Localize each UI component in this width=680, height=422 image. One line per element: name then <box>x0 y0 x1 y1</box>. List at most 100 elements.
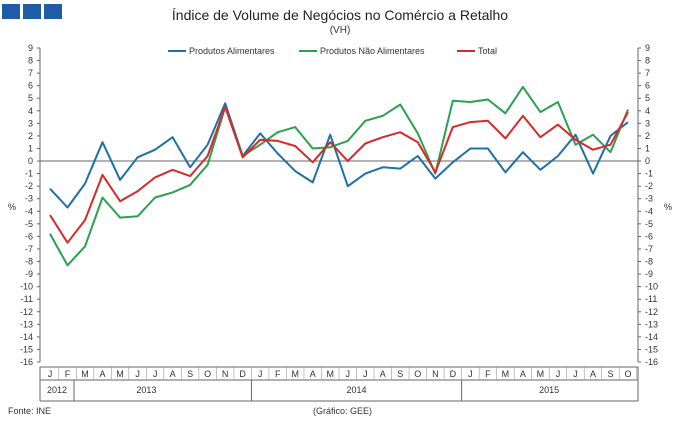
x-tick-label: J <box>468 369 473 379</box>
right-tick-label: -16 <box>645 357 658 367</box>
left-tick-label: -11 <box>21 294 33 304</box>
chart-title: Índice de Volume de Negócios no Comércio… <box>171 7 509 23</box>
x-tick-label: O <box>414 369 421 379</box>
right-tick-label: -3 <box>645 194 653 204</box>
right-tick-label: 9 <box>645 43 650 53</box>
legend-label: Produtos Não Alimentares <box>320 46 425 56</box>
left-tick-label: -14 <box>20 332 33 342</box>
right-tick-label: -12 <box>645 307 658 317</box>
x-tick-label: J <box>363 369 368 379</box>
series-line <box>49 106 629 244</box>
right-tick-label: -10 <box>645 282 658 292</box>
right-tick-label: -11 <box>645 294 657 304</box>
x-tick-label: N <box>222 369 229 379</box>
right-tick-label: 1 <box>645 143 650 153</box>
right-axis-label: % <box>664 202 672 212</box>
right-tick-label: 6 <box>645 81 650 91</box>
left-tick-label: 4 <box>28 106 33 116</box>
axes: 9 9 8 8 7 7 6 6 5 5 4 4 3 3 2 2 1 1 0 0 -1 -1 -2 -2 -3 -3 -4 -4 -5 -5… <box>8 43 672 367</box>
left-tick-label: 2 <box>28 131 33 141</box>
x-tick-label: S <box>607 369 613 379</box>
logo-block-1 <box>2 4 20 19</box>
left-tick-label: -10 <box>20 282 33 292</box>
year-label: 2014 <box>346 385 366 395</box>
x-tick-label: S <box>187 369 193 379</box>
right-tick-label: 0 <box>645 156 650 166</box>
series-line <box>49 85 629 267</box>
x-tick-label: M <box>502 369 510 379</box>
x-tick-label: M <box>116 369 124 379</box>
right-tick-label: 7 <box>645 68 650 78</box>
year-label: 2015 <box>539 385 559 395</box>
x-tick-label: M <box>326 369 334 379</box>
right-tick-label: -5 <box>645 219 653 229</box>
x-tick-label: F <box>275 369 281 379</box>
x-tick-label: S <box>397 369 403 379</box>
legend: Produtos Alimentares Produtos Não Aliment… <box>168 46 497 56</box>
x-tick-label: D <box>450 369 457 379</box>
left-tick-label: -15 <box>20 344 33 354</box>
x-tick-label: M <box>81 369 89 379</box>
x-tick-label: F <box>65 369 71 379</box>
left-tick-label: 1 <box>28 143 33 153</box>
left-tick-label: -4 <box>25 206 33 216</box>
x-tick-label: J <box>48 369 53 379</box>
credit-note: (Gráfico: GEE) <box>313 406 373 416</box>
left-tick-label: -6 <box>25 231 33 241</box>
left-tick-label: -1 <box>25 169 33 179</box>
right-tick-label: -8 <box>645 257 653 267</box>
left-tick-label: 6 <box>28 81 33 91</box>
left-tick-label: 8 <box>28 56 33 66</box>
x-tick-label: D <box>239 369 246 379</box>
logo-block-2 <box>23 4 41 19</box>
left-tick-label: 7 <box>28 68 33 78</box>
right-tick-label: -7 <box>645 244 653 254</box>
x-tick-label: F <box>485 369 491 379</box>
legend-label: Total <box>478 46 497 56</box>
x-tick-label: A <box>310 369 316 379</box>
x-tick-label: A <box>590 369 596 379</box>
left-tick-label: 3 <box>28 118 33 128</box>
left-tick-label: -3 <box>25 194 33 204</box>
legend-label: Produtos Alimentares <box>189 46 275 56</box>
x-tick-label: J <box>258 369 263 379</box>
chart-subtitle: (VH) <box>329 25 351 36</box>
year-label: 2012 <box>47 385 67 395</box>
right-tick-label: -9 <box>645 269 653 279</box>
x-tick-label: A <box>170 369 176 379</box>
x-tick-label: N <box>432 369 439 379</box>
right-tick-label: -13 <box>645 319 658 329</box>
x-tick-label: A <box>520 369 526 379</box>
x-tick-label: O <box>204 369 211 379</box>
source-note: Fonte: INE <box>8 406 52 416</box>
year-label: 2013 <box>136 385 156 395</box>
x-tick-label: J <box>346 369 351 379</box>
right-tick-label: -2 <box>645 181 653 191</box>
left-tick-label: -16 <box>20 357 33 367</box>
x-tick-label: J <box>573 369 578 379</box>
x-tick-label: J <box>135 369 140 379</box>
left-tick-label: -9 <box>25 269 33 279</box>
right-tick-label: 3 <box>645 118 650 128</box>
x-tick-label: M <box>291 369 299 379</box>
right-tick-label: -4 <box>645 206 653 216</box>
right-tick-label: -15 <box>645 344 658 354</box>
left-axis-label: % <box>8 202 16 212</box>
x-tick-label: M <box>537 369 545 379</box>
x-tick-label: J <box>153 369 158 379</box>
left-tick-label: -13 <box>20 319 33 329</box>
right-tick-label: 5 <box>645 93 650 103</box>
left-tick-label: 0 <box>28 156 33 166</box>
right-tick-label: -6 <box>645 231 653 241</box>
left-tick-label: 5 <box>28 93 33 103</box>
logo-block-3 <box>44 4 62 19</box>
right-tick-label: 8 <box>645 56 650 66</box>
right-tick-label: 2 <box>645 131 650 141</box>
left-tick-label: 9 <box>28 43 33 53</box>
right-tick-label: 4 <box>645 106 650 116</box>
right-tick-label: -14 <box>645 332 658 342</box>
series-line <box>49 102 629 209</box>
left-tick-label: -7 <box>25 244 33 254</box>
